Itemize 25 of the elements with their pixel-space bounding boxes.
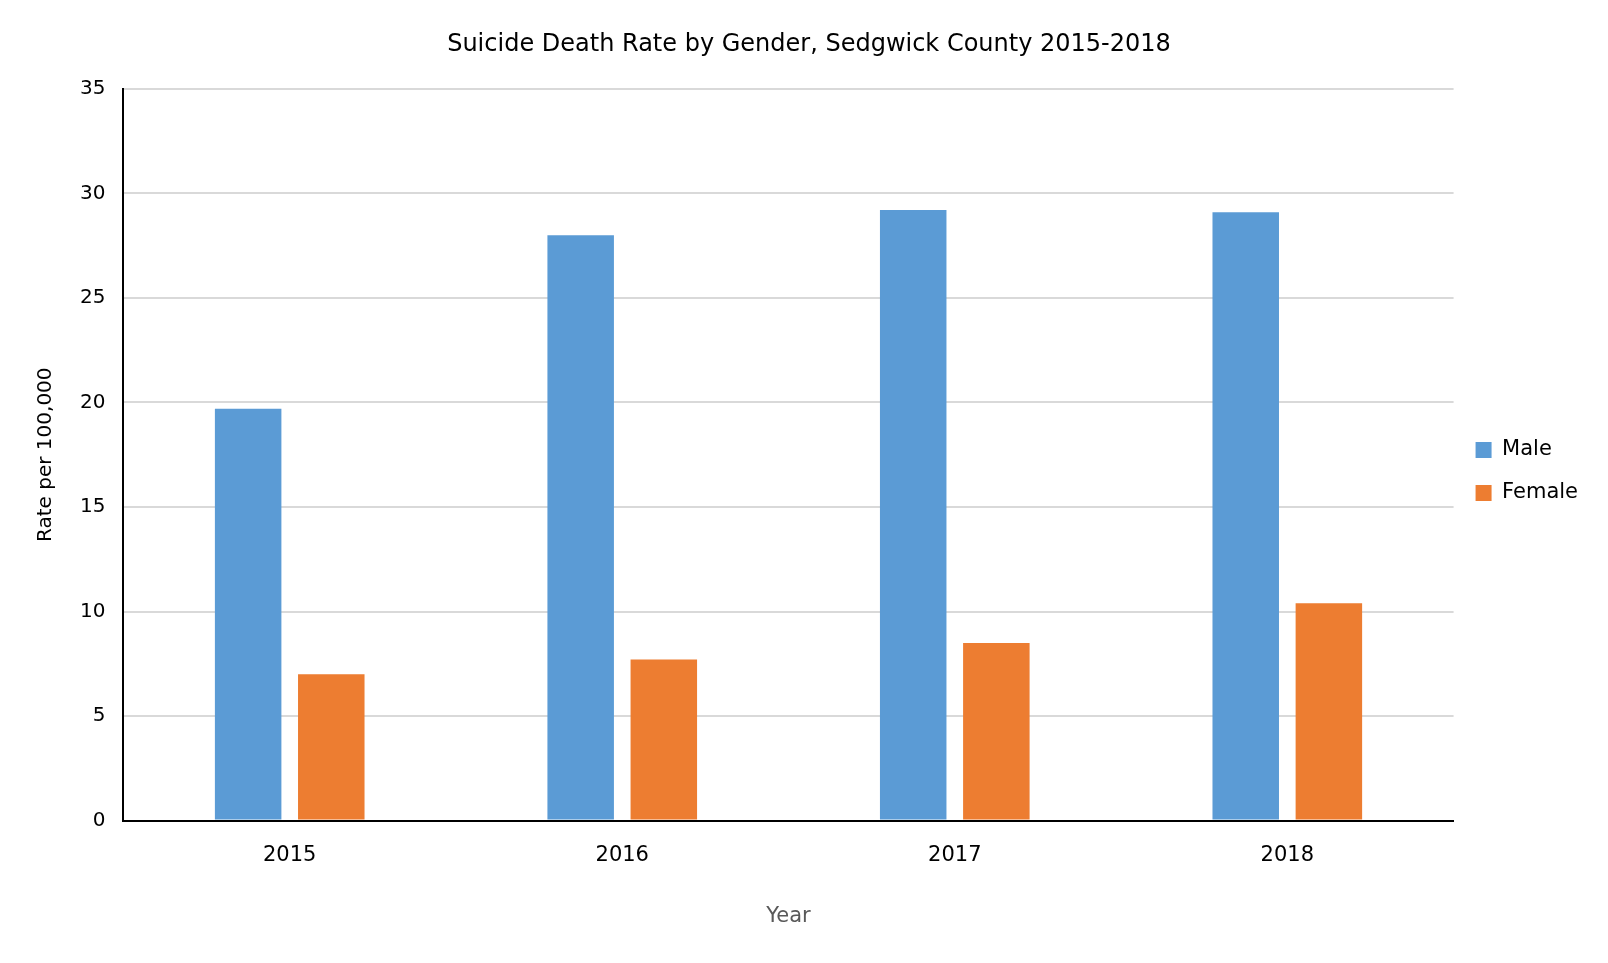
bar: [1212, 212, 1279, 820]
y-tick-label: 25: [80, 284, 106, 309]
legend-label: Male: [1502, 436, 1552, 461]
y-tick-label: 15: [80, 493, 106, 518]
x-axis-title: Year: [765, 902, 812, 927]
x-tick-label: 2015: [262, 841, 317, 866]
y-tick-label: 20: [80, 388, 106, 413]
bar: [963, 642, 1030, 820]
y-tick-label: 35: [80, 75, 106, 99]
bar: [1295, 603, 1363, 820]
chart-title: Suicide Death Rate by Gender, Sedgwick County 2015-2018: [447, 28, 1171, 57]
bar: [298, 674, 365, 820]
bar: [630, 659, 698, 820]
y-tick-label: 0: [92, 806, 106, 831]
legend-label: Female: [1502, 479, 1579, 504]
y-tick-label: 5: [92, 702, 106, 727]
y-axis-title: Rate per 100,000: [32, 367, 57, 542]
x-tick-label: 2018: [1260, 841, 1315, 866]
y-tick-label: 10: [80, 597, 106, 622]
x-tick-label: 2016: [595, 841, 649, 866]
bar: [214, 408, 282, 820]
bar: [547, 235, 614, 820]
y-tick-label: 30: [80, 179, 106, 204]
x-tick-label: 2017: [928, 841, 982, 866]
bar: [879, 210, 947, 820]
